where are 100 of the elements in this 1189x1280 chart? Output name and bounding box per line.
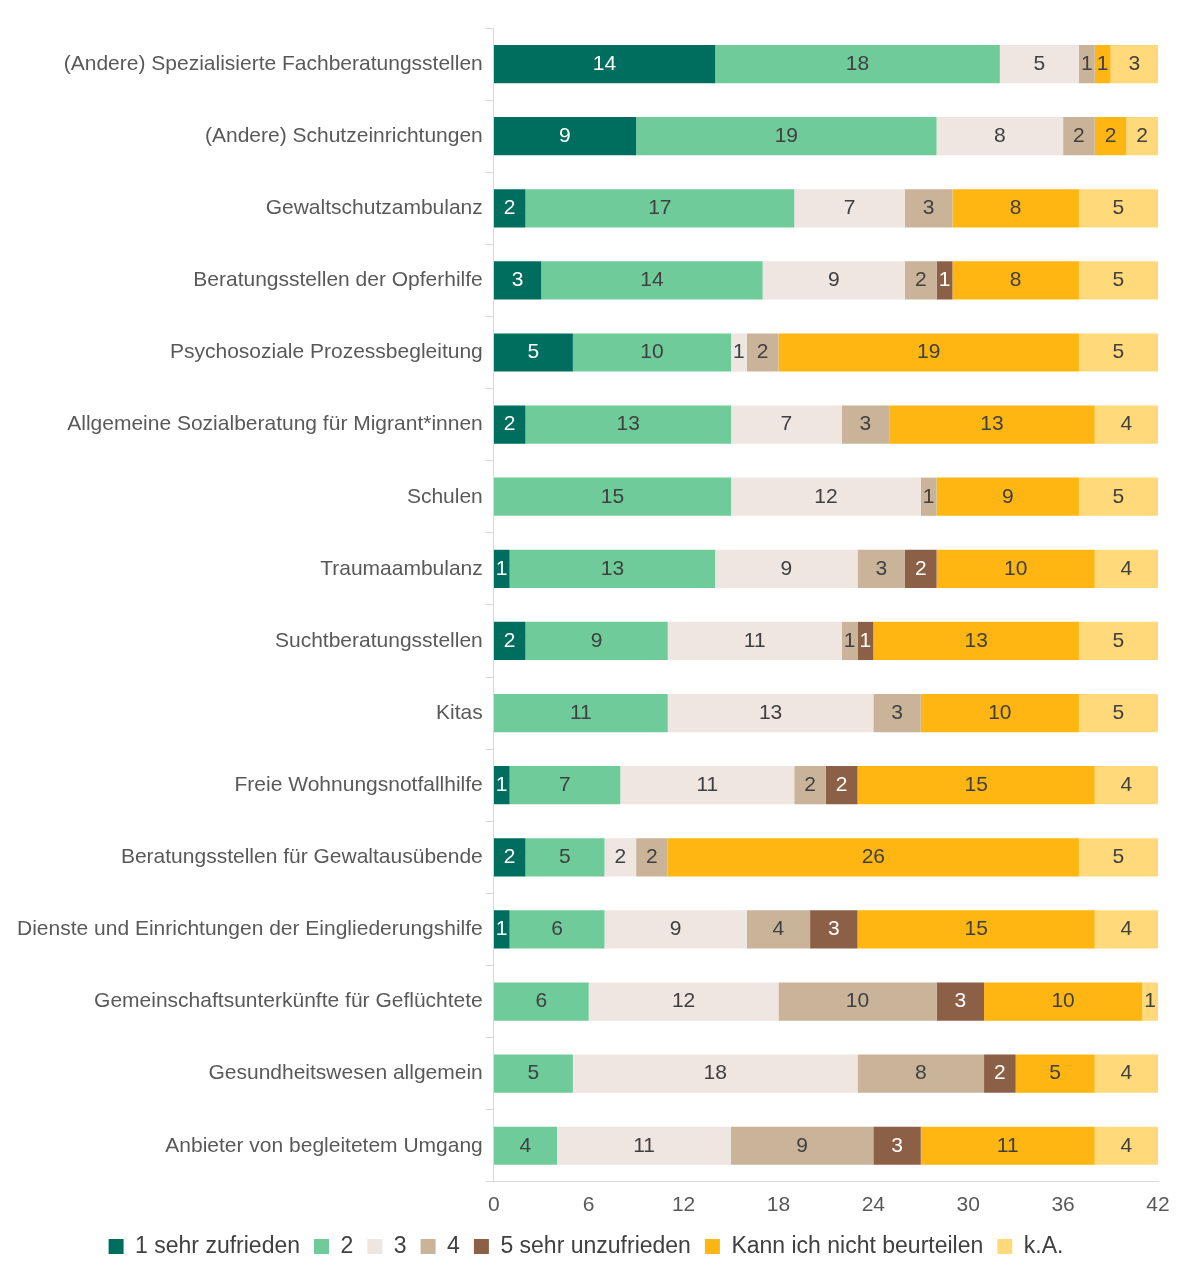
bar <box>857 766 1095 805</box>
data-label: 2 <box>1073 122 1085 146</box>
legend-label: 4 <box>447 1231 461 1258</box>
data-label: 2 <box>835 771 848 795</box>
legend-label: k.A. <box>1023 1231 1064 1258</box>
bar <box>778 982 937 1021</box>
data-label: 13 <box>964 627 988 651</box>
data-label: 12 <box>671 988 696 1012</box>
bar <box>920 693 1079 733</box>
data-label: 9 <box>1001 483 1014 507</box>
bar <box>920 477 937 516</box>
data-label: 6 <box>551 916 563 940</box>
bar <box>493 333 573 372</box>
bar <box>810 910 858 949</box>
y-tick-label: Traumaambulanz <box>320 555 483 579</box>
legend-label: 5 sehr unzufrieden <box>500 1231 691 1258</box>
data-label: 3 <box>891 699 903 723</box>
legend-label: Kann ich nicht beurteilen <box>731 1231 984 1258</box>
data-label: 7 <box>843 195 856 219</box>
y-tick-label: Gewaltschutzambulanz <box>265 195 483 219</box>
bar <box>493 1054 573 1093</box>
bar <box>557 1126 732 1165</box>
bar <box>493 405 526 444</box>
data-label: 4 <box>1120 771 1133 795</box>
data-label: 26 <box>861 844 886 868</box>
data-label: 9 <box>827 267 840 291</box>
bar <box>731 477 921 516</box>
data-label: 3 <box>891 1132 903 1156</box>
y-tick-label: Suchtberatungsstellen <box>274 627 483 651</box>
data-label: 9 <box>780 555 793 579</box>
bar <box>746 910 811 949</box>
bar <box>493 621 526 661</box>
data-label: 5 <box>527 339 540 363</box>
bar <box>667 838 1079 877</box>
data-label: 7 <box>780 411 793 435</box>
bar <box>1015 1054 1095 1093</box>
data-label: 10 <box>1003 555 1028 579</box>
data-label: 2 <box>614 844 627 868</box>
bar <box>1142 982 1158 1021</box>
y-tick-label: Anbieter von begleitetem Umgang <box>165 1132 483 1156</box>
data-label: 5 <box>1112 483 1125 507</box>
data-label: 13 <box>616 411 640 435</box>
data-label: 1 <box>938 267 951 291</box>
y-tick-label: Dienste und Einrichtungen der Eingliederungshilfe <box>16 916 483 940</box>
bar <box>493 982 589 1021</box>
data-label: 6 <box>535 988 548 1012</box>
bar <box>1078 693 1158 733</box>
bar <box>509 910 605 949</box>
data-label: 5 <box>559 844 571 868</box>
x-tick-label: 12 <box>671 1192 696 1216</box>
bar <box>509 766 621 805</box>
bar <box>952 261 1079 300</box>
bar <box>1094 910 1158 949</box>
bar <box>667 621 842 661</box>
data-label: 11 <box>743 627 766 651</box>
bar <box>1094 766 1158 805</box>
data-label: 5 <box>1033 50 1046 74</box>
data-label: 2 <box>503 195 516 219</box>
data-label: 3 <box>875 555 888 579</box>
bar <box>525 189 795 228</box>
bar <box>825 766 858 805</box>
bar <box>1078 189 1158 228</box>
bar <box>984 982 1143 1021</box>
bar <box>731 405 842 444</box>
data-label: 3 <box>954 988 967 1012</box>
data-label: 2 <box>503 844 516 868</box>
data-label: 8 <box>914 1060 927 1084</box>
legend-label: 3 <box>393 1231 407 1258</box>
bar <box>588 982 779 1021</box>
y-tick-label: Allgemeine Sozialberatung für Migrant*innen <box>67 411 483 435</box>
y-tick-label: (Andere) Schutzeinrichtungen <box>204 122 483 146</box>
bar <box>493 1126 558 1165</box>
data-label: 1 <box>1080 50 1093 74</box>
data-label: 11 <box>696 771 719 795</box>
bar <box>1078 44 1095 84</box>
bar <box>636 838 668 877</box>
data-label: 2 <box>756 339 769 363</box>
bar <box>1078 838 1158 877</box>
bar <box>904 261 937 300</box>
data-label: 2 <box>503 627 516 651</box>
data-label: 14 <box>592 50 617 74</box>
bar <box>620 766 795 805</box>
bar <box>525 838 605 877</box>
data-label: 4 <box>1120 411 1133 435</box>
data-label: 5 <box>1112 267 1125 291</box>
bar <box>604 838 637 877</box>
bar <box>1126 117 1158 156</box>
bar <box>493 44 716 84</box>
bar <box>731 333 747 372</box>
bar <box>873 1126 921 1165</box>
data-label: 11 <box>633 1132 655 1156</box>
data-label: 1 <box>495 555 508 579</box>
data-label: 15 <box>964 771 988 795</box>
data-label: 1 <box>922 483 935 507</box>
data-label: 8 <box>1009 267 1022 291</box>
data-label: 1 <box>1096 50 1109 74</box>
x-tick-label: 0 <box>487 1192 500 1216</box>
y-tick-label: Beratungsstellen für Gewaltausübende <box>120 844 483 868</box>
bar <box>873 693 921 733</box>
bar <box>731 1126 874 1165</box>
